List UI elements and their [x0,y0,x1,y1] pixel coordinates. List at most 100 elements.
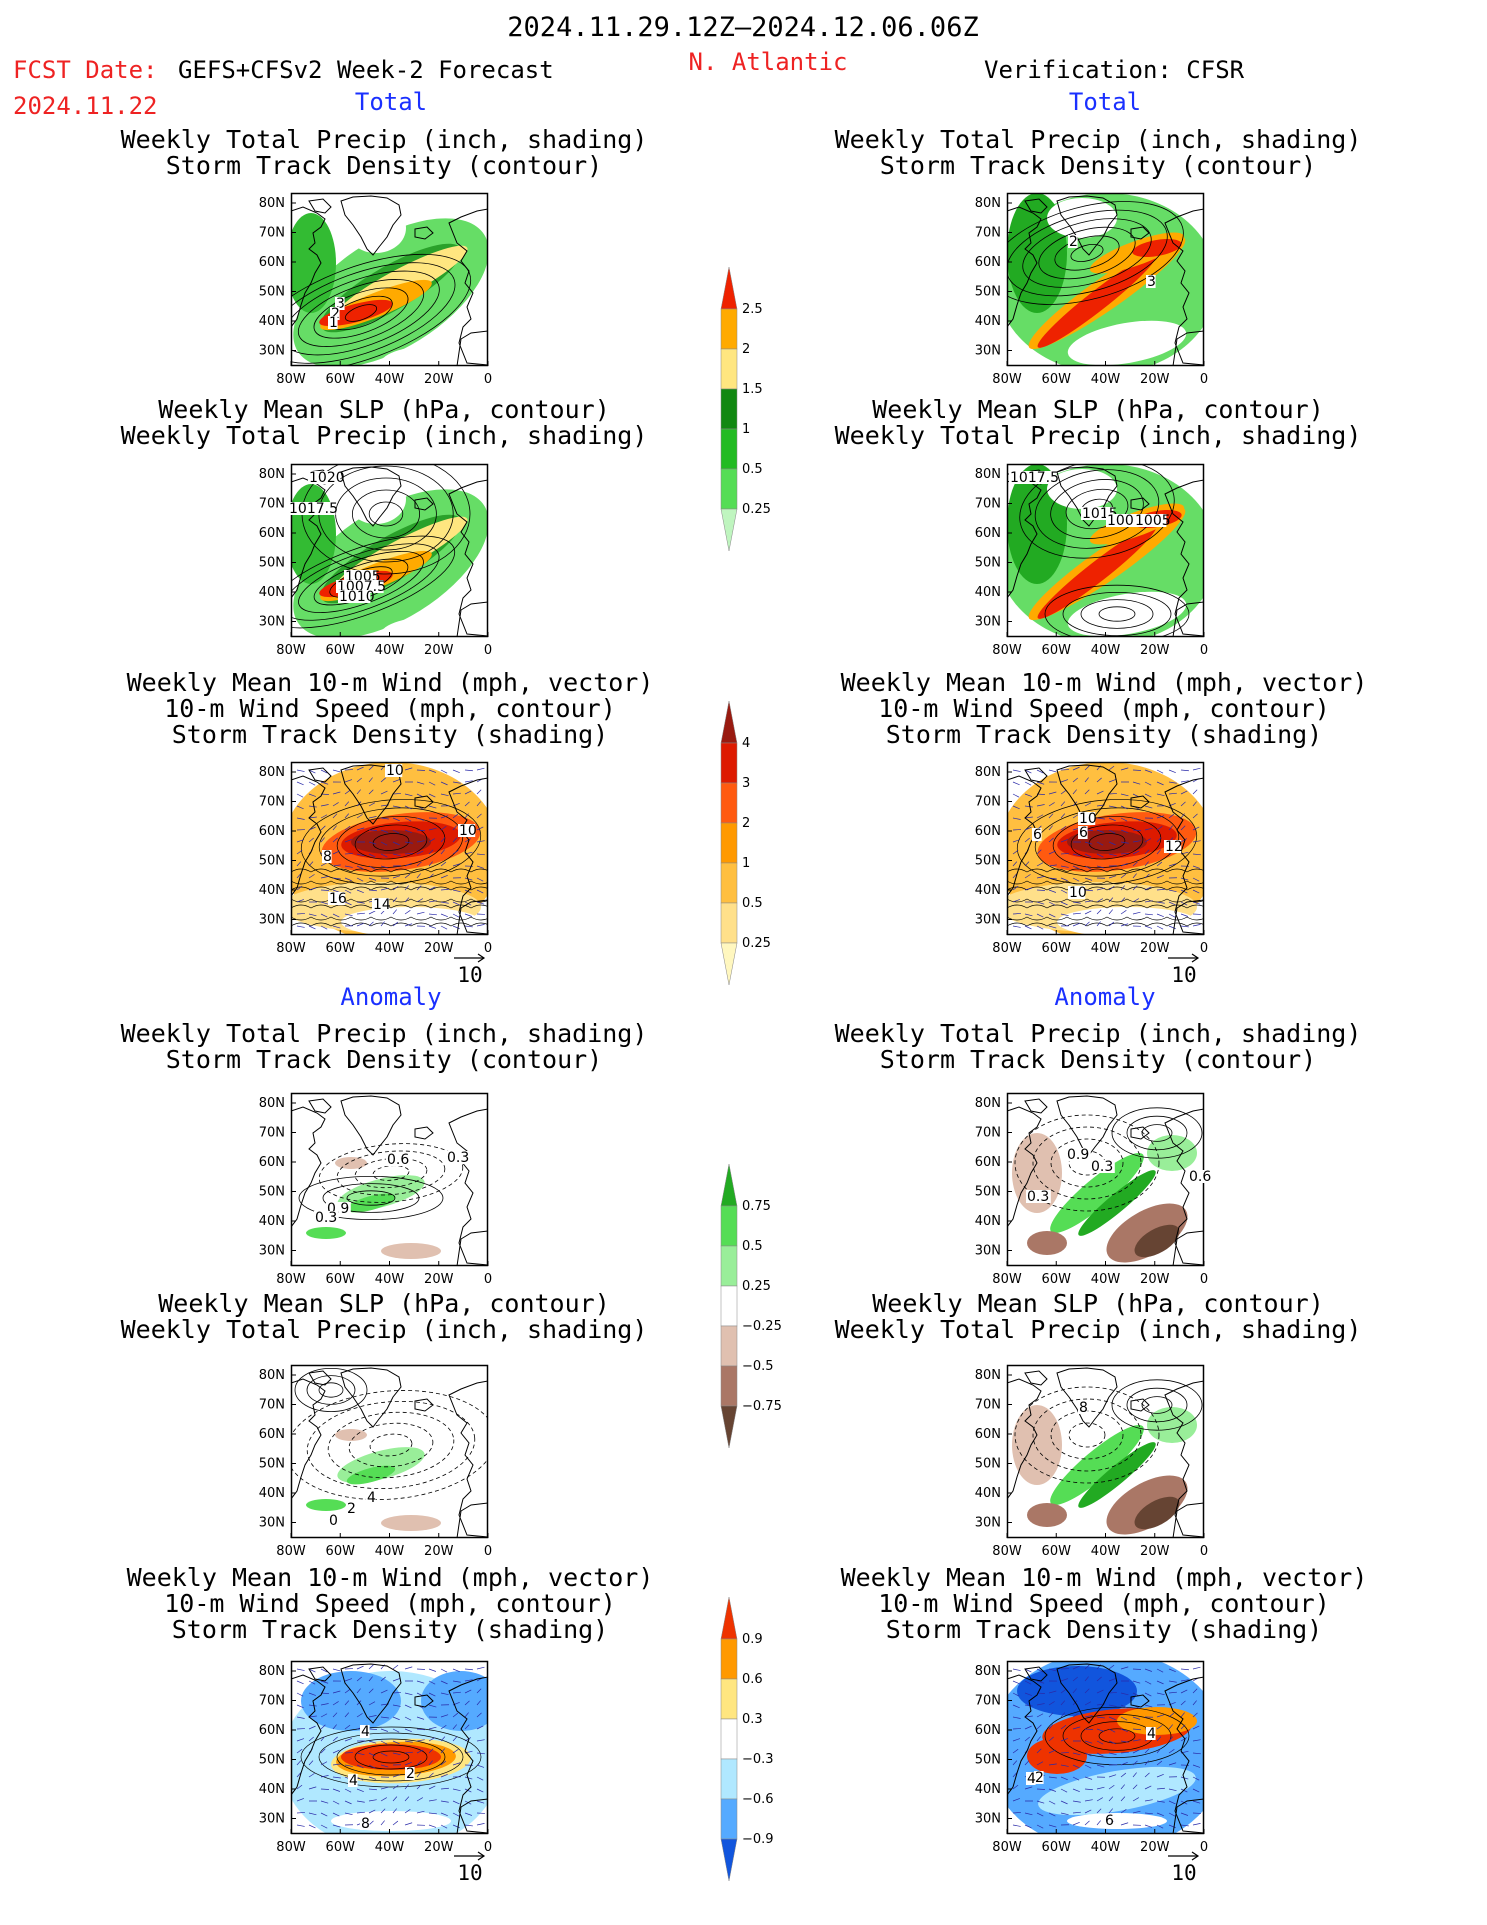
lon-tick-label: 20W [424,941,454,956]
contour-label: 0 [329,1513,338,1529]
lon-tick-label: 20W [1140,1272,1170,1287]
lat-tick-label: 60N [975,255,1001,270]
lon-tick-label: 80W [992,643,1022,658]
lon-tick-label: 60W [1042,941,1072,956]
lat-tick-label: 60N [259,1427,285,1442]
colorbar-label: 0.5 [742,462,763,477]
colorbar-storm-density-anomaly: 0.9 0.6 0.3 −0.3 −0.6 −0.9 [720,1596,774,1882]
lat-tick-label: 70N [259,1398,285,1413]
lat-tick-label: 80N [975,196,1001,211]
lat-tick-label: 30N [975,913,1001,928]
lat-tick-label: 30N [975,615,1001,630]
colorbar-label: 1.5 [742,382,763,397]
lon-tick-label: 20W [424,1272,454,1287]
colorbar-label: 0.5 [742,1239,763,1254]
contour-label: 2 [331,306,340,322]
lat-tick-label: 70N [259,226,285,241]
title-fcst-anom-wind: Weekly Mean 10-m Wind (mph, vector) 10-m … [126,1563,654,1644]
lat-tick-label: 70N [975,795,1001,810]
colorbar-label: 0.25 [742,936,771,951]
title-fcst-total-slp: Weekly Mean SLP (hPa, contour) Weekly Tot… [120,395,648,450]
lon-tick-label: 0 [1200,643,1208,658]
contour-label: 1017.5 [1010,470,1059,486]
title-ver-total-slp: Weekly Mean SLP (hPa, contour) Weekly Tot… [834,395,1362,450]
lon-tick-label: 40W [1091,1840,1121,1855]
lat-tick-label: 30N [259,615,285,630]
lat-tick-label: 30N [975,344,1001,359]
colorbar-label: −0.75 [742,1399,782,1414]
contour-label: 0.6 [1189,1169,1211,1185]
colorbar-label: 1 [742,422,750,437]
lat-tick-label: 40N [259,585,285,600]
map-fcst-total-wind: 80N 70N 60N 50N 40N 30N 80W 60W 40W 20W 0 10 10 8 16 14 [259,761,492,956]
lon-tick-label: 60W [326,941,356,956]
lat-tick-label: 50N [259,556,285,571]
lon-tick-label: 60W [326,372,356,387]
lat-tick-label: 30N [975,1244,1001,1259]
colorbar-label: 0.75 [742,1199,771,1214]
title-fcst-anom-slp: Weekly Mean SLP (hPa, contour) Weekly Tot… [120,1289,648,1344]
contour-label: 2 [1035,1770,1044,1786]
lon-tick-label: 40W [375,372,405,387]
lat-tick-label: 80N [975,1664,1001,1679]
contour-label: 8 [323,849,332,865]
contour-label: 1020 [309,470,345,486]
lat-tick-label: 80N [259,765,285,780]
lon-tick-label: 80W [276,1272,306,1287]
vector-reference-value: 10 [457,1861,482,1885]
contour-label: 2 [1069,234,1078,250]
lat-tick-label: 50N [259,854,285,869]
lon-tick-label: 0 [484,643,492,658]
contour-label: 0.3 [447,1150,469,1166]
lat-tick-label: 30N [975,1812,1001,1827]
lon-tick-label: 40W [375,643,405,658]
colorbar-label: 4 [742,736,750,751]
lon-tick-label: 60W [1042,372,1072,387]
lat-tick-label: 40N [975,1486,1001,1501]
contour-label: 14 [373,897,391,913]
lon-tick-label: 20W [424,1544,454,1559]
colorbar-label: 3 [742,776,750,791]
lon-tick-label: 40W [1091,1544,1121,1559]
lat-tick-label: 60N [259,1723,285,1738]
contour-label: 8 [1079,1400,1088,1416]
lat-tick-label: 50N [975,556,1001,571]
forecast-period-title: 2024.11.29.12Z–2024.12.06.06Z [507,12,979,43]
lat-tick-label: 60N [975,1723,1001,1738]
colorbar-label: 0.9 [742,1632,763,1647]
contour-label: 10 [1079,811,1097,827]
lat-tick-label: 50N [975,1457,1001,1472]
title-fcst-total-precip: Weekly Total Precip (inch, shading) Storm… [120,125,648,180]
lat-tick-label: 40N [975,314,1001,329]
lat-tick-label: 30N [259,1244,285,1259]
lat-tick-label: 50N [259,1185,285,1200]
lon-tick-label: 80W [276,643,306,658]
lon-tick-label: 40W [375,1840,405,1855]
colorbar-label: 2.5 [742,302,763,317]
contour-label: 12 [1165,839,1183,855]
map-fcst-anom-wind: 80N 70N 60N 50N 40N 30N 80W 60W 40W 20W 0 4 4 2 8 [259,1660,492,1855]
contour-label: 6 [1105,1813,1114,1829]
lon-tick-label: 80W [276,372,306,387]
lat-tick-label: 30N [975,1516,1001,1531]
lat-tick-label: 70N [259,497,285,512]
lon-tick-label: 80W [276,941,306,956]
colorbar-precip-anomaly: 0.75 0.5 0.25 −0.25 −0.5 −0.75 [720,1163,782,1449]
lon-tick-label: 40W [1091,372,1121,387]
lat-tick-label: 40N [975,1782,1001,1797]
lon-tick-label: 40W [375,1544,405,1559]
contour-label: 10 [386,763,404,779]
lon-tick-label: 80W [992,372,1022,387]
title-ver-anom-precip: Weekly Total Precip (inch, shading) Storm… [834,1019,1362,1074]
vector-reference-value: 10 [1171,963,1196,987]
vector-reference-key: 10 [1168,953,1200,987]
lon-tick-label: 20W [1140,1544,1170,1559]
colorbar-label: 2 [742,816,750,831]
lat-tick-label: 80N [975,765,1001,780]
lon-tick-label: 0 [484,1840,492,1855]
contour-label: 3 [336,296,345,312]
contour-label: 3 [1147,274,1156,290]
